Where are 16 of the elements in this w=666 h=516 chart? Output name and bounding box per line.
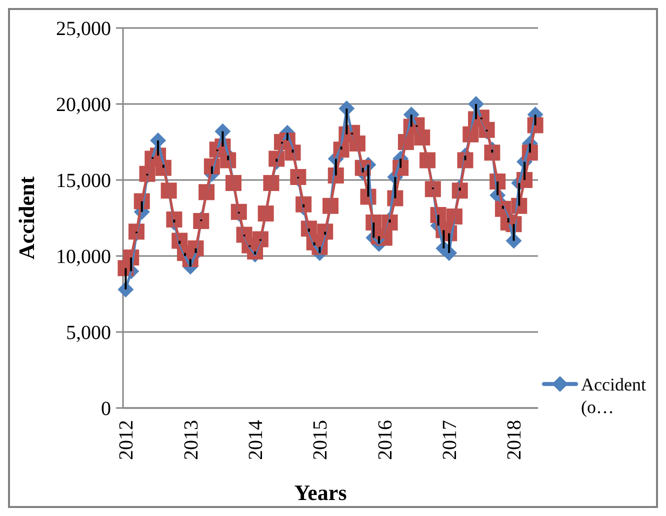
y-tick-label: 15,000	[56, 170, 111, 192]
y-tick-label: 0	[101, 398, 111, 420]
y-tick-label: 10,000	[56, 246, 111, 268]
y-tick-label: 25,000	[56, 18, 111, 40]
x-axis-title: Years	[294, 480, 348, 505]
x-tick-label: 2018	[504, 420, 526, 460]
y-axis-title: Accident	[14, 176, 39, 260]
legend-label: Accident (o…	[581, 374, 646, 417]
y-tick-label: 20,000	[56, 94, 111, 116]
x-tick-label: 2012	[116, 420, 138, 460]
x-tick-label: 2015	[310, 420, 332, 460]
x-tick-label: 2014	[245, 420, 268, 460]
x-tick-label: 2013	[180, 420, 202, 460]
x-tick-label: 2016	[374, 420, 396, 460]
x-tick-label: 2017	[439, 420, 462, 460]
y-tick-label: 5,000	[66, 322, 111, 344]
